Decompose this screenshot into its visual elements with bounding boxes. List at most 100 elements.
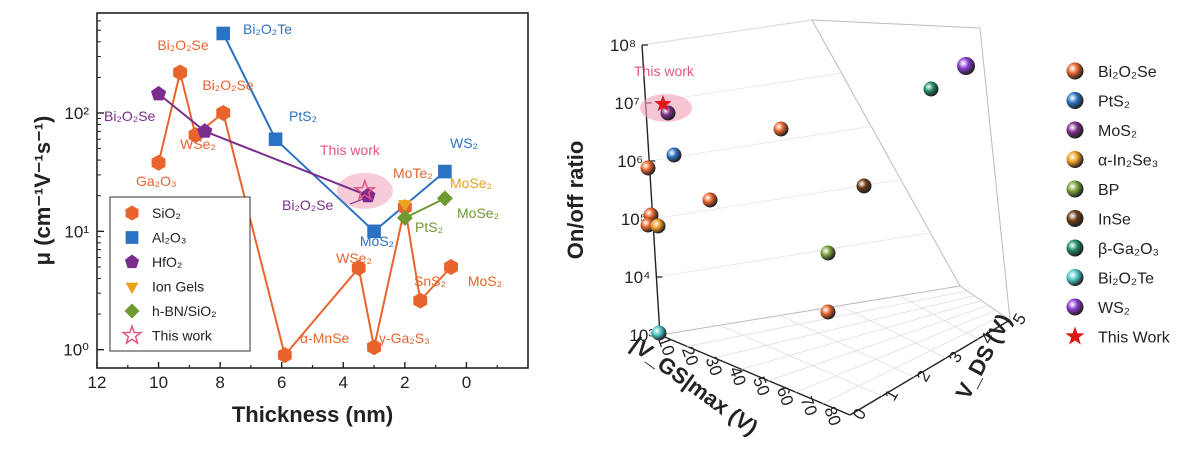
floor-grid	[899, 295, 979, 340]
x-tick-label: 6	[277, 373, 286, 392]
legend-3d: Bi₂O₂Se PtS₂ MoS₂ α-In₂Se₃ BP InSe β-Ga₂O₃ Bi₂O…	[1065, 62, 1171, 347]
point-annotation: Bi₂O₂Se	[282, 197, 334, 213]
series-line	[157, 72, 452, 358]
data-point	[444, 259, 458, 275]
point-annotation: PtS₂	[415, 219, 443, 235]
legend-label: This work	[152, 328, 213, 344]
data-sphere	[651, 325, 667, 341]
series-group	[151, 26, 458, 364]
data-sphere	[923, 81, 939, 97]
point-annotation: PtS₂	[289, 108, 317, 124]
legend-marker	[1066, 239, 1084, 257]
data-point	[367, 224, 381, 239]
point-annotation: WS₂	[450, 135, 478, 151]
x-tick-label: 80	[820, 404, 844, 428]
y-tick-label: 10²	[64, 104, 89, 123]
x-axis-title: Thickness (nm)	[232, 402, 393, 427]
point-annotation: MoTe₂	[393, 165, 433, 181]
legend-marker	[1065, 326, 1085, 345]
annotation-arrow	[349, 197, 367, 205]
data-point	[216, 26, 231, 41]
data-sphere	[773, 121, 789, 137]
legend-label: MoS₂	[1098, 123, 1137, 140]
x-tick-label: 70	[797, 394, 821, 418]
data-sphere	[660, 105, 676, 121]
data-point	[173, 64, 187, 81]
point-annotation: WSe₂	[336, 250, 372, 266]
legend-label: InSe	[1098, 212, 1131, 229]
axis-line	[659, 285, 961, 336]
floor-grid	[795, 309, 996, 393]
z-tick-label: 10⁵	[621, 210, 647, 229]
x-tick-label: 60	[773, 384, 797, 408]
axis-line	[979, 27, 1011, 321]
point-annotation: WSe₂	[180, 136, 216, 152]
z-tick-label: 10⁷	[615, 94, 640, 113]
x-tick-label: 4	[339, 373, 348, 392]
x-tick-label: 2	[400, 373, 409, 392]
floor-grid	[779, 315, 915, 378]
axis-line	[849, 319, 1011, 416]
legend-box	[109, 196, 251, 352]
point-annotation: Bi₂O₂Te	[243, 21, 292, 37]
data-sphere	[640, 160, 656, 176]
legend-label: Bi₂O₂Te	[1098, 271, 1154, 288]
legend-marker	[1066, 121, 1084, 139]
point-annotation: Ga₂O₃	[136, 173, 177, 189]
point-annotation: γ-Ga₂S₃	[379, 330, 430, 346]
data-point	[413, 292, 428, 309]
data-sphere	[702, 192, 718, 208]
legend-marker	[124, 254, 140, 269]
legend-marker	[125, 282, 139, 294]
data-point	[438, 164, 452, 179]
this-work-star	[654, 95, 672, 112]
point-annotation: Bi₂O₂Se	[202, 77, 254, 93]
data-sphere	[820, 245, 836, 261]
data-point	[397, 200, 412, 213]
legend-marker	[125, 205, 139, 221]
axis-line	[811, 19, 981, 29]
data-point	[197, 123, 213, 138]
data-point	[367, 339, 381, 356]
data-point	[151, 154, 166, 171]
floor-grid	[839, 305, 947, 359]
data-sphere	[666, 147, 682, 163]
z-tick-label: 10³	[629, 326, 654, 345]
floor-grid	[822, 314, 1004, 404]
point-annotation: MoSe₂	[450, 175, 492, 191]
legend-label: PtS₂	[1098, 94, 1130, 111]
legend-label: Bi₂O₂Se	[1098, 64, 1157, 81]
data-point	[277, 347, 292, 364]
mobility-chart: 12 10 8 6 4 2 0 10⁰ 10¹ 10² Thickness (nm) μ (cm⁻¹V…	[30, 12, 529, 427]
legend-label: β-Ga₂O₃	[1098, 241, 1159, 258]
data-point	[396, 209, 413, 226]
legend-marker	[1066, 151, 1084, 168]
legend-label: α-In₂Se₃	[1098, 153, 1158, 170]
wall-grid	[649, 126, 872, 162]
legend-label: Ion Gels	[152, 279, 204, 295]
legend-marker	[120, 323, 144, 345]
data-point	[151, 85, 167, 101]
x-tick-label: 50	[749, 374, 773, 398]
legend-marker	[125, 231, 139, 244]
legend-marker	[1066, 62, 1084, 80]
this-work-annotation: This work	[634, 63, 695, 79]
legend-label: HfO₂	[152, 254, 182, 270]
axis-line	[659, 334, 851, 416]
legend-label: This Work	[1098, 330, 1171, 347]
z-tick-label: 10⁶	[617, 152, 643, 171]
legend-marker	[124, 303, 140, 319]
y-tick-label: 10¹	[64, 222, 89, 241]
wall-grid	[641, 19, 813, 46]
data-point	[268, 132, 283, 147]
wall-grid	[656, 232, 931, 278]
z-axis-title: On/off ratio	[563, 141, 588, 260]
data-point	[351, 260, 366, 276]
y-tick-label: 10⁰	[63, 341, 89, 360]
x-tick-label: 12	[88, 373, 107, 392]
data-sphere	[957, 57, 975, 75]
axis-line	[959, 285, 1011, 321]
axis-line	[641, 44, 661, 336]
series-line	[404, 197, 446, 219]
